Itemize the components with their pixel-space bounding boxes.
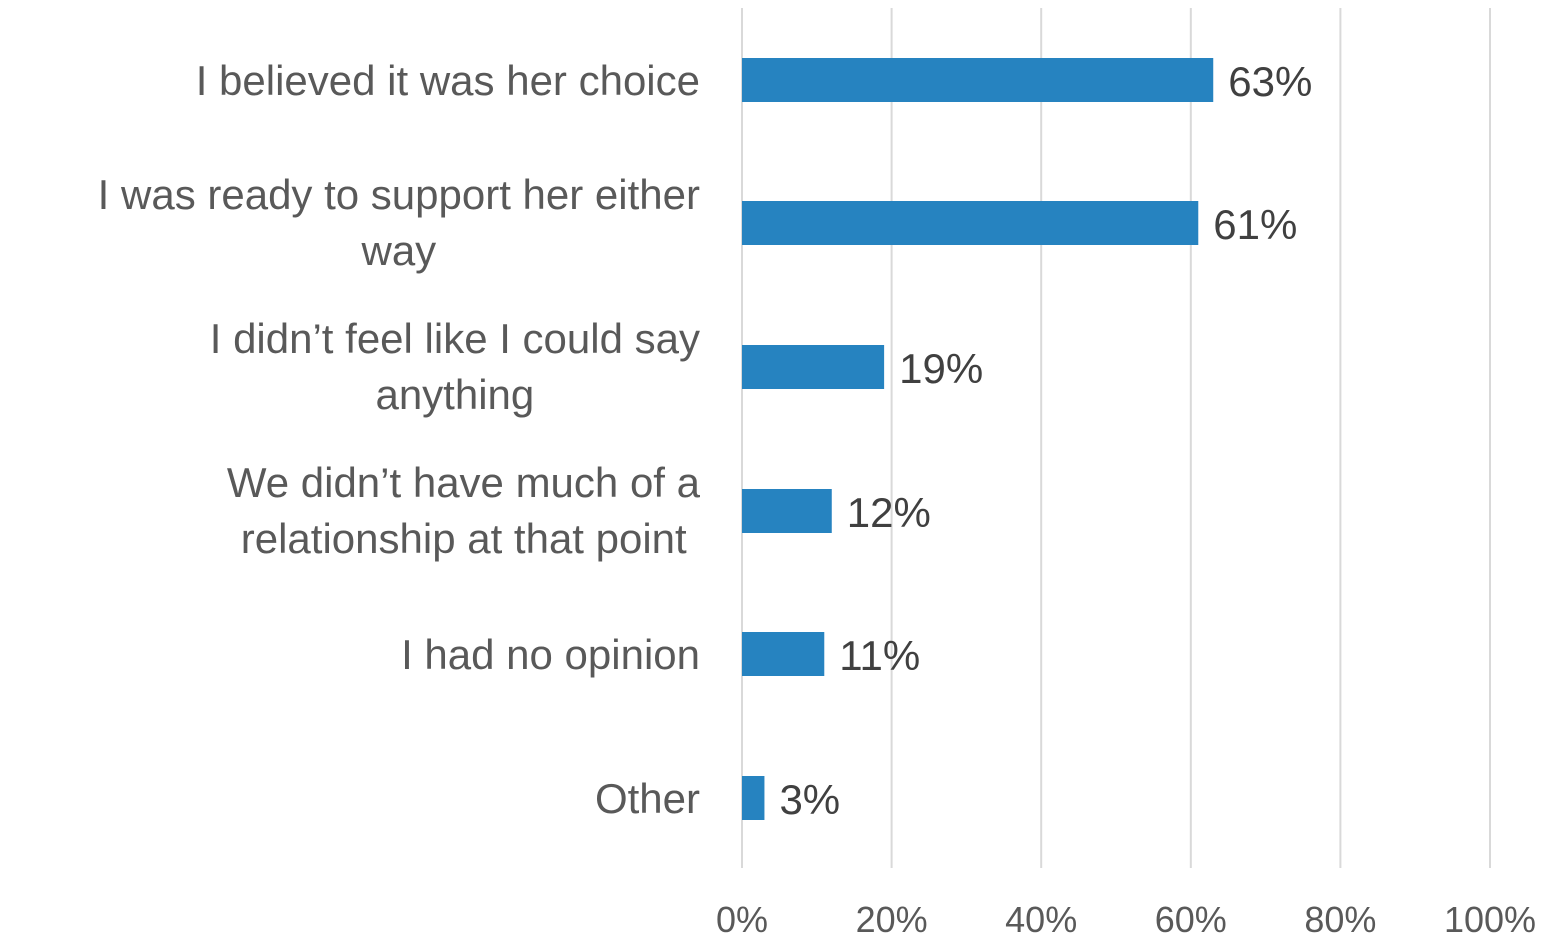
data-label: 12% bbox=[847, 489, 931, 536]
category-label: I believed it was her choice bbox=[196, 57, 700, 104]
category-label: relationship at that point bbox=[241, 515, 687, 562]
bar bbox=[742, 345, 885, 389]
bars bbox=[742, 58, 1214, 820]
category-label: We didn’t have much of a bbox=[227, 459, 701, 506]
x-tick-label: 80% bbox=[1304, 899, 1376, 939]
x-tick-label: 100% bbox=[1444, 899, 1536, 939]
bar bbox=[742, 58, 1214, 102]
category-label: Other bbox=[595, 775, 700, 822]
category-label: I didn’t feel like I could say bbox=[210, 315, 700, 362]
x-tick-label: 40% bbox=[1005, 899, 1077, 939]
category-label: anything bbox=[375, 371, 534, 418]
value-labels: 63% 61% 19% 12% 11% 3% bbox=[779, 58, 1312, 823]
data-label: 63% bbox=[1228, 58, 1312, 105]
bar bbox=[742, 632, 825, 676]
data-label: 19% bbox=[899, 345, 983, 392]
category-label: I was ready to support her either bbox=[98, 171, 700, 218]
category-label: way bbox=[360, 227, 436, 274]
gridlines bbox=[741, 8, 1491, 868]
data-label: 3% bbox=[779, 776, 840, 823]
category-label: I had no opinion bbox=[401, 631, 700, 678]
category-labels: I believed it was her choice I was ready … bbox=[98, 57, 701, 822]
data-label: 11% bbox=[839, 632, 920, 679]
x-tick-label: 0% bbox=[716, 899, 768, 939]
bar bbox=[742, 201, 1199, 245]
x-tick-label: 20% bbox=[856, 899, 928, 939]
bar bbox=[742, 489, 832, 533]
x-axis-ticks: 0% 20% 40% 60% 80% 100% bbox=[716, 899, 1536, 939]
bar bbox=[742, 776, 765, 820]
x-tick-label: 60% bbox=[1155, 899, 1227, 939]
data-label: 61% bbox=[1213, 201, 1297, 248]
